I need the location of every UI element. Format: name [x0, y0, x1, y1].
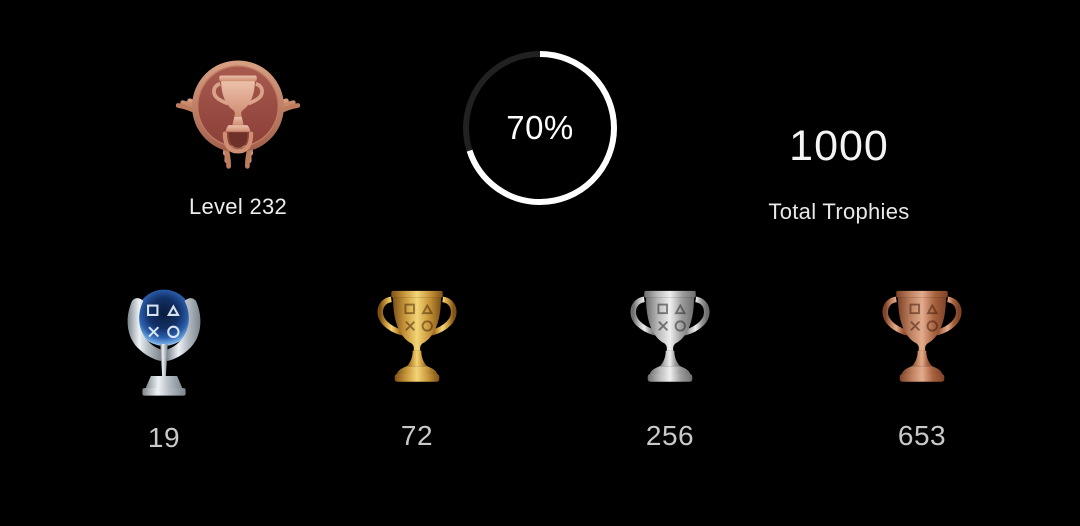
cup-ps-symbols	[404, 303, 434, 332]
silver-count: 256	[645, 420, 695, 451]
badge-bottom-notch	[222, 131, 254, 154]
total-trophies-summary: 1000 Total Trophies	[729, 0, 949, 225]
silver-trophy-icon	[630, 290, 710, 382]
total-trophies-value: 1000	[789, 122, 889, 170]
cup-ps-symbols	[657, 303, 687, 332]
cup-ps-symbols	[909, 303, 939, 332]
progress-ring-arc	[463, 51, 617, 205]
platinum-trophy-icon	[127, 289, 201, 396]
level-summary: Level 232	[128, 52, 348, 220]
badge-trophy-glyph	[212, 75, 264, 132]
platinum-count: 19	[147, 422, 181, 453]
level-progress: 70%	[460, 48, 620, 208]
gold-count: 72	[400, 420, 434, 451]
trophy-tier-gold: 72	[337, 284, 497, 452]
gold-cup	[377, 290, 457, 382]
bronze-trophy-icon	[882, 290, 962, 382]
gold-trophy-icon	[377, 290, 457, 382]
progress-percent: 70%	[506, 109, 574, 146]
trophy-tier-platinum: 19	[84, 284, 244, 454]
level-label: Level 232	[188, 194, 288, 219]
bronze-level-badge-icon	[176, 60, 300, 169]
silver-cup	[630, 290, 710, 382]
progress-ring	[463, 51, 617, 205]
bronze-count: 653	[897, 420, 947, 451]
total-trophies-label: Total Trophies	[768, 199, 910, 224]
platinum-body	[127, 298, 201, 396]
trophy-tier-silver: 256	[590, 284, 750, 452]
trophy-tier-bronze: 653	[842, 284, 1002, 452]
orb-ps-symbols	[147, 304, 180, 339]
bronze-cup	[882, 290, 962, 382]
